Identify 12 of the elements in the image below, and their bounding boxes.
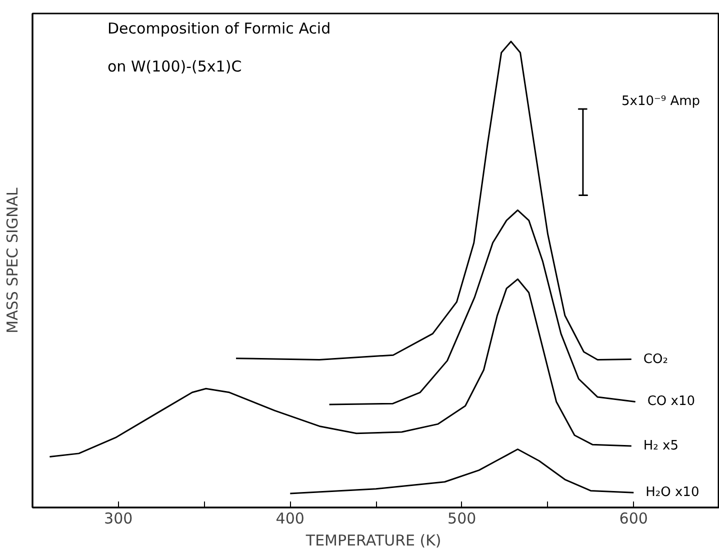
series-label: CO x10 [647,394,696,410]
x-tick-label: 300 [104,510,133,528]
annotation: 5x10⁻⁹ Amp [622,94,700,109]
chart-title: Decomposition of Formic Acid on W(100)-(5x1)C [108,20,331,76]
series-label: H₂ x5 [643,438,678,454]
series-label: CO₂ [643,352,668,367]
x-tick-label: 400 [276,510,304,528]
x-tick-label: 600 [619,510,648,528]
y-axis-title: MASS SPEC SIGNAL [4,187,22,334]
x-tick-label: 500 [448,510,476,528]
series-label: H₂O x10 [646,485,700,500]
x-axis-title: TEMPERATURE (K) [304,532,442,550]
